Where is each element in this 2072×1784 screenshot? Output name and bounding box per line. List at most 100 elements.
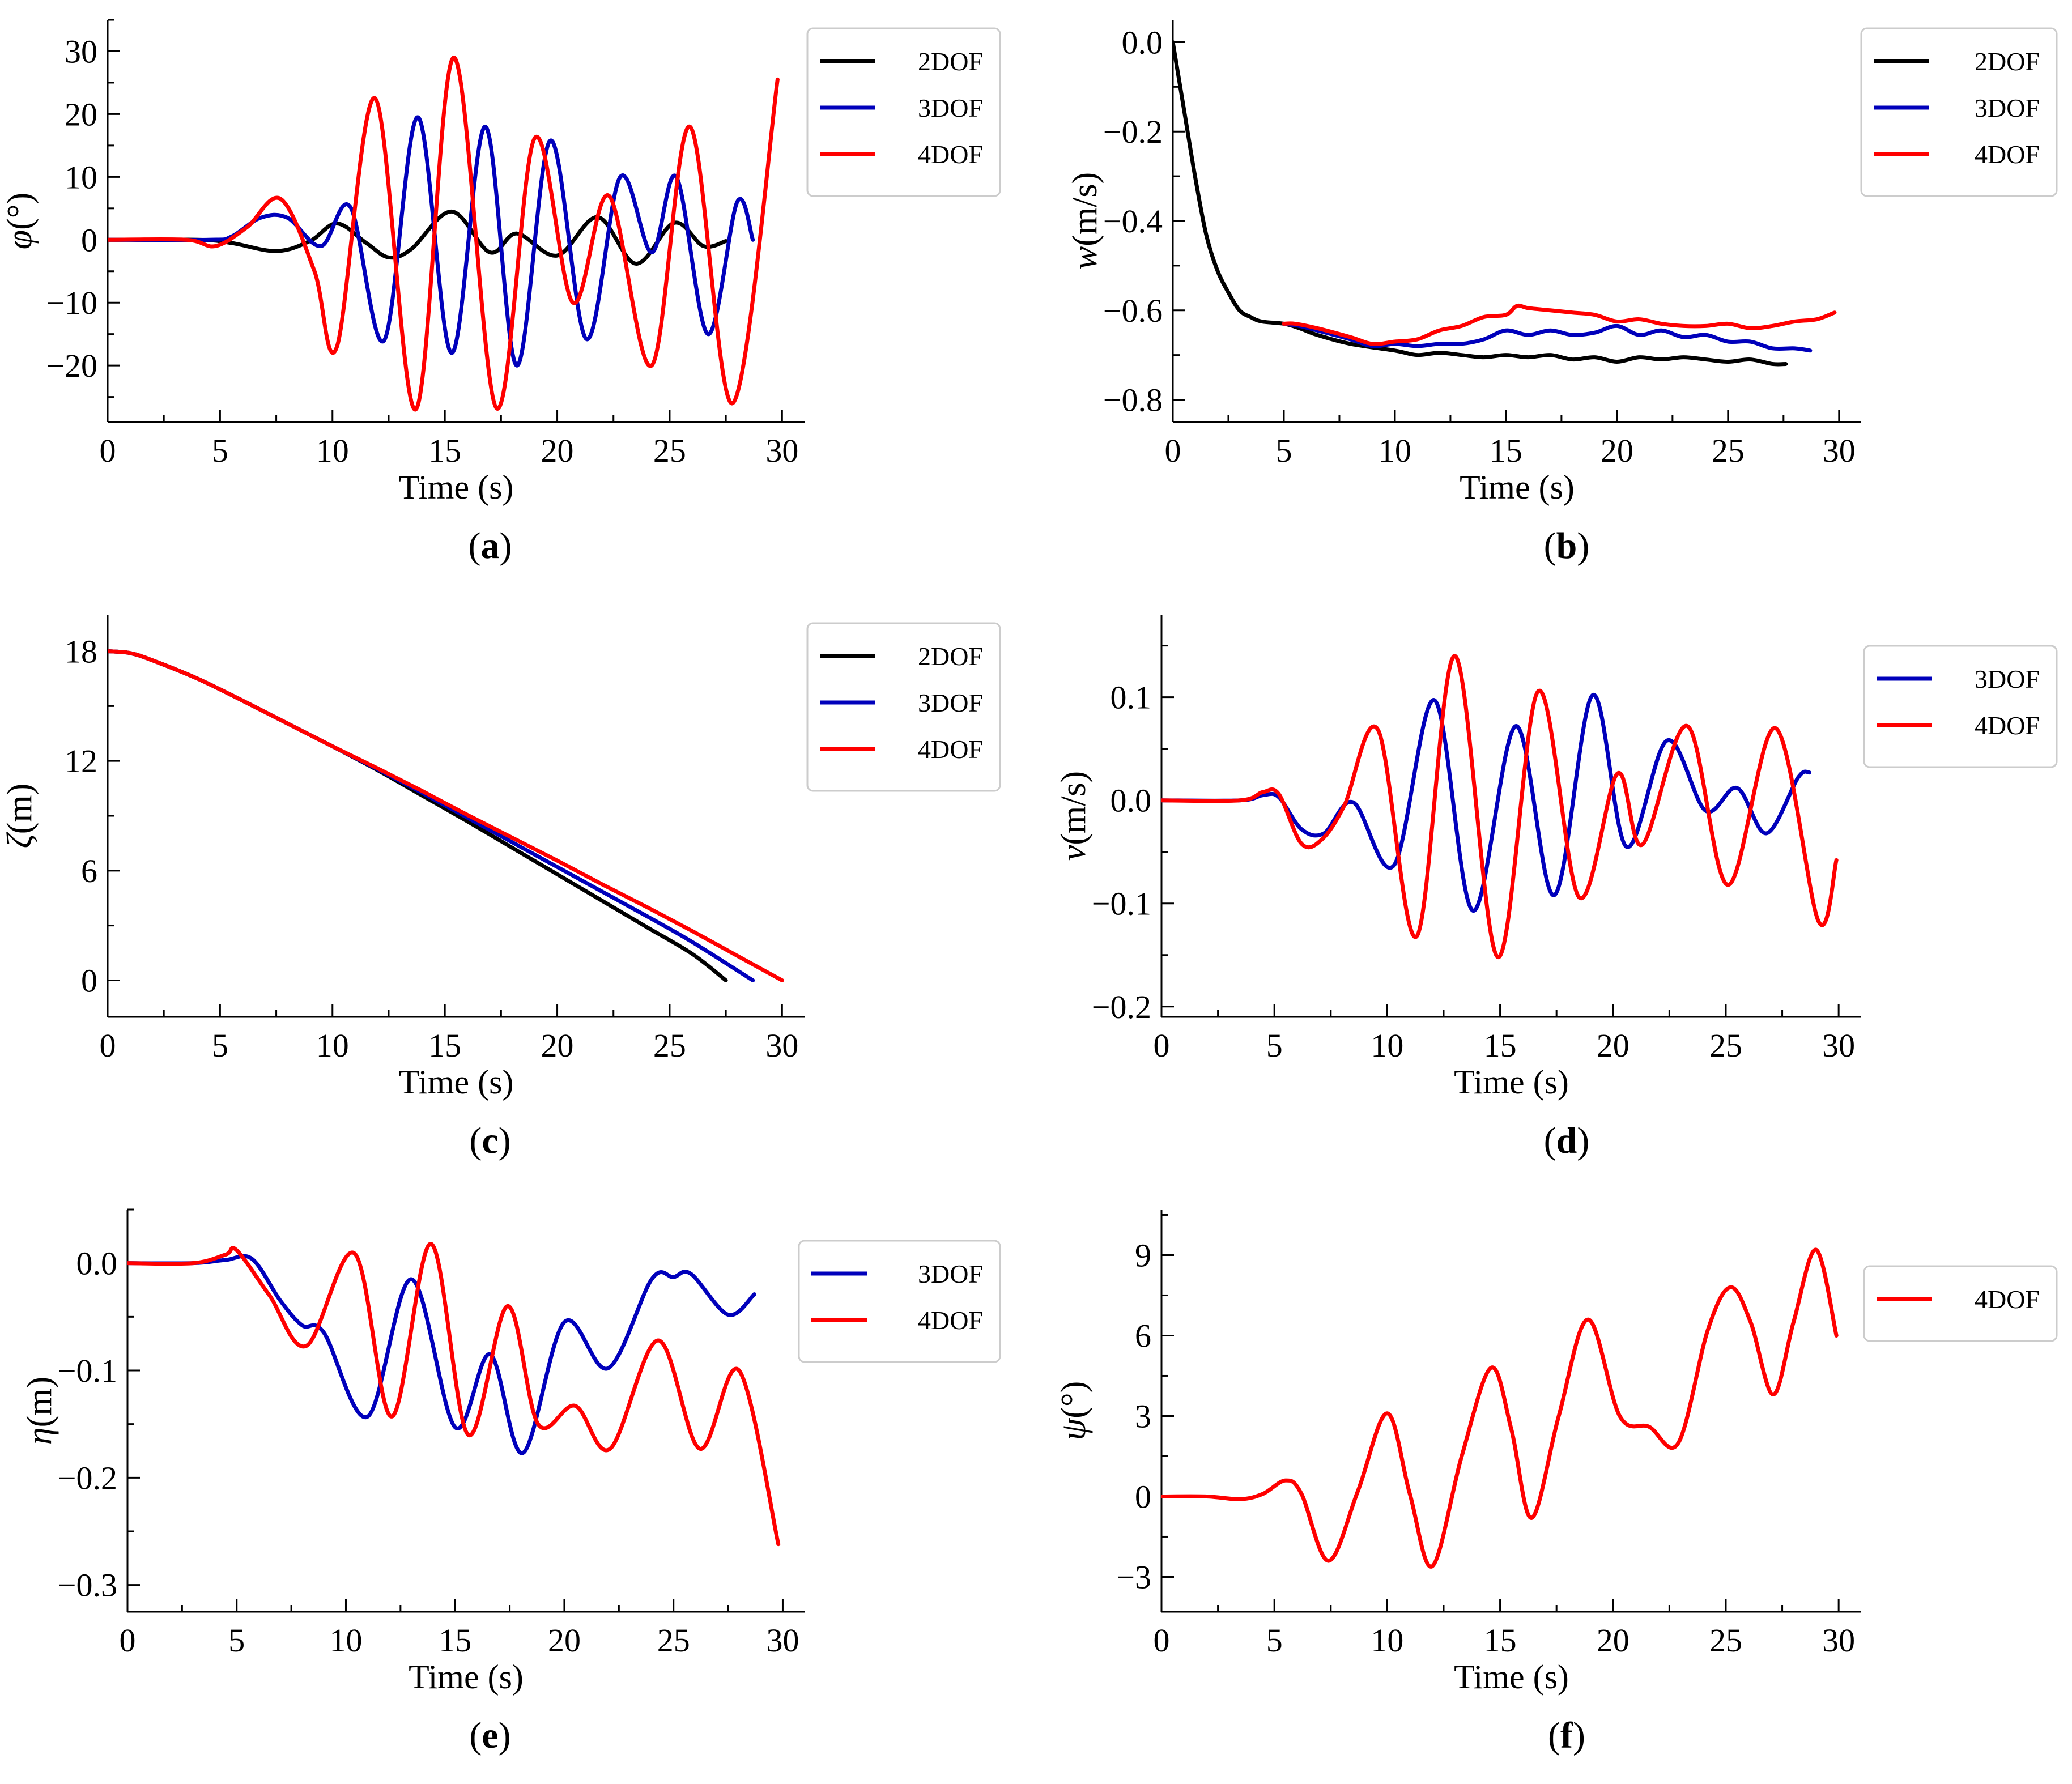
y-tick-label: −10 <box>46 284 97 321</box>
y-tick-label: −0.4 <box>1103 203 1163 240</box>
legend-label: 4DOF <box>918 1306 983 1335</box>
y-tick-label: −0.8 <box>1103 382 1163 419</box>
y-tick-label: 6 <box>1135 1317 1151 1354</box>
caption-letter: d <box>1556 1120 1577 1161</box>
legend-label: 3DOF <box>918 93 983 122</box>
caption-open: ( <box>469 1120 482 1161</box>
panel-caption: (f) <box>1548 1715 1585 1756</box>
x-tick-label: 0 <box>120 1622 136 1659</box>
y-axis-unit: (m/s) <box>1066 172 1104 246</box>
x-tick-label: 25 <box>653 1027 686 1064</box>
legend-label: 3DOF <box>918 688 983 717</box>
y-tick-label: 10 <box>65 159 97 195</box>
x-tick-label: 10 <box>1371 1027 1403 1064</box>
legend-label: 2DOF <box>918 47 983 76</box>
legend-frame <box>1863 645 2058 768</box>
caption-open: ( <box>1544 1120 1556 1161</box>
x-axis-title: Time (s) <box>409 1658 524 1696</box>
y-tick-label: 3 <box>1135 1398 1151 1434</box>
x-tick-label: 0 <box>1154 1622 1170 1659</box>
x-tick-label: 25 <box>1709 1622 1742 1659</box>
legend: 3DOF 4DOF <box>798 1240 1001 1363</box>
y-tick-label: 12 <box>65 743 97 780</box>
legend-label: 2DOF <box>1975 47 2040 76</box>
series-line-4dof <box>108 649 784 982</box>
y-tick-label: 0.0 <box>76 1245 118 1282</box>
x-tick-label: 30 <box>765 432 798 469</box>
legend: 2DOF 3DOF 4DOF <box>806 27 1001 197</box>
panel-b: 0 5 10 15 20 25 30 −0.8 −0.6 −0.4 −0.2 0.0 Time (s) w… <box>1066 20 2058 567</box>
x-tick-label: 20 <box>541 1027 574 1064</box>
x-axis-title: Time (s) <box>1454 1658 1569 1696</box>
series-line-2dof <box>1173 40 1788 367</box>
caption-close: ) <box>1573 1715 1585 1756</box>
legend: 2DOF 3DOF 4DOF <box>1860 27 2058 197</box>
legend: 3DOF 4DOF <box>1863 645 2058 768</box>
y-axis-unit: (°) <box>1054 1381 1093 1419</box>
y-axis-symbol: ψ <box>1054 1417 1093 1440</box>
y-axis-title: ψ(°) <box>1054 1381 1093 1441</box>
y-tick-label: −0.1 <box>58 1352 117 1389</box>
y-axis-title: v(m/s) <box>1054 771 1093 861</box>
x-axis-title: Time (s) <box>399 469 514 506</box>
caption-close: ) <box>499 1120 511 1161</box>
y-tick-label: 18 <box>65 633 97 670</box>
x-tick-label: 0 <box>1165 432 1181 469</box>
legend-frame <box>798 1240 1001 1363</box>
y-axis-unit: (°) <box>1 193 39 230</box>
x-tick-label: 20 <box>1597 1622 1629 1659</box>
caption-letter: f <box>1560 1715 1573 1756</box>
x-tick-label: 15 <box>1490 432 1522 469</box>
series-line-2dof <box>108 209 728 266</box>
caption-open: ( <box>469 525 481 567</box>
y-tick-label: 6 <box>81 853 97 889</box>
x-tick-label: 15 <box>428 432 461 469</box>
y-axis-title: ζ(m) <box>1 784 39 849</box>
x-tick-label: 25 <box>1709 1027 1742 1064</box>
x-tick-label: 0 <box>1154 1027 1170 1064</box>
x-tick-label: 30 <box>765 1027 798 1064</box>
caption-open: ( <box>469 1715 482 1756</box>
x-tick-label: 30 <box>1822 1027 1855 1064</box>
series-line-4dof <box>108 56 780 412</box>
caption-close: ) <box>1577 525 1589 567</box>
x-tick-label: 25 <box>1712 432 1745 469</box>
y-tick-label: −0.6 <box>1103 292 1163 329</box>
y-axis-symbol: v <box>1054 845 1093 861</box>
x-tick-label: 30 <box>1823 432 1856 469</box>
x-tick-label: 10 <box>316 1027 349 1064</box>
y-tick-label: 0.0 <box>1111 782 1152 819</box>
y-axis-title: w(m/s) <box>1066 172 1104 270</box>
y-axis-symbol: η <box>20 1427 59 1445</box>
x-tick-label: 20 <box>1597 1027 1629 1064</box>
x-tick-label: 15 <box>439 1622 471 1659</box>
legend-label: 3DOF <box>918 1259 983 1288</box>
x-axis-title: Time (s) <box>1460 469 1575 506</box>
series-line-2dof <box>108 649 728 982</box>
y-tick-label: 30 <box>65 33 97 70</box>
y-axis-symbol: φ <box>1 230 39 249</box>
panel-caption: (d) <box>1544 1120 1590 1161</box>
legend-label: 4DOF <box>918 735 983 764</box>
x-tick-label: 10 <box>1371 1622 1403 1659</box>
y-tick-label: 0 <box>1135 1478 1151 1515</box>
y-tick-label: 0.0 <box>1122 24 1163 61</box>
series-line-4dof <box>127 1242 781 1547</box>
x-tick-label: 5 <box>1266 1622 1283 1659</box>
series-line-4dof <box>1161 654 1839 959</box>
y-tick-label: −0.1 <box>1092 885 1151 922</box>
y-tick-label: 0 <box>81 222 97 258</box>
x-axis-title: Time (s) <box>1454 1063 1569 1101</box>
x-tick-label: 25 <box>657 1622 690 1659</box>
caption-letter: c <box>482 1120 498 1161</box>
y-tick-label: −0.2 <box>58 1459 117 1496</box>
caption-close: ) <box>1577 1120 1589 1161</box>
legend: 2DOF 3DOF 4DOF <box>806 622 1001 792</box>
x-tick-label: 10 <box>316 432 349 469</box>
legend-frame <box>1863 1265 2058 1342</box>
panel-caption: (c) <box>469 1120 510 1161</box>
x-tick-label: 5 <box>1266 1027 1283 1064</box>
caption-open: ( <box>1544 525 1556 567</box>
x-tick-label: 0 <box>100 1027 116 1064</box>
